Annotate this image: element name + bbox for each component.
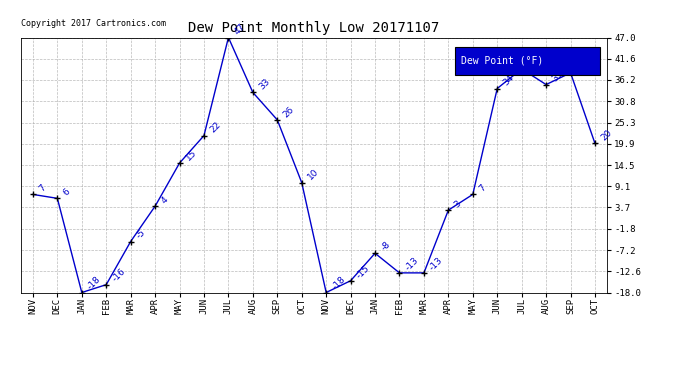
Text: 6: 6	[61, 187, 72, 198]
Text: -13: -13	[404, 255, 420, 272]
Text: -16: -16	[110, 267, 127, 284]
Text: 7: 7	[37, 183, 48, 194]
Text: 38: 38	[575, 57, 589, 72]
Text: 22: 22	[208, 120, 222, 135]
Text: -8: -8	[380, 240, 392, 252]
Text: 15: 15	[184, 148, 198, 162]
Text: 20: 20	[599, 128, 613, 142]
Text: -13: -13	[428, 255, 445, 272]
Text: 3: 3	[453, 199, 463, 209]
Text: 39: 39	[526, 54, 540, 68]
Text: 4: 4	[159, 195, 170, 206]
Text: -5: -5	[135, 228, 148, 241]
Text: 7: 7	[477, 183, 487, 194]
Text: 47: 47	[233, 22, 247, 37]
Text: Copyright 2017 Cartronics.com: Copyright 2017 Cartronics.com	[21, 19, 166, 28]
Text: 33: 33	[257, 77, 272, 92]
Text: 26: 26	[282, 105, 296, 119]
Text: -15: -15	[355, 263, 372, 280]
Text: Dew Point (°F): Dew Point (°F)	[461, 56, 543, 66]
Text: 34: 34	[502, 74, 516, 88]
Text: 35: 35	[550, 69, 565, 84]
Title: Dew Point Monthly Low 20171107: Dew Point Monthly Low 20171107	[188, 21, 440, 35]
Text: -18: -18	[331, 275, 347, 292]
Text: -18: -18	[86, 275, 103, 292]
Text: 10: 10	[306, 167, 320, 182]
